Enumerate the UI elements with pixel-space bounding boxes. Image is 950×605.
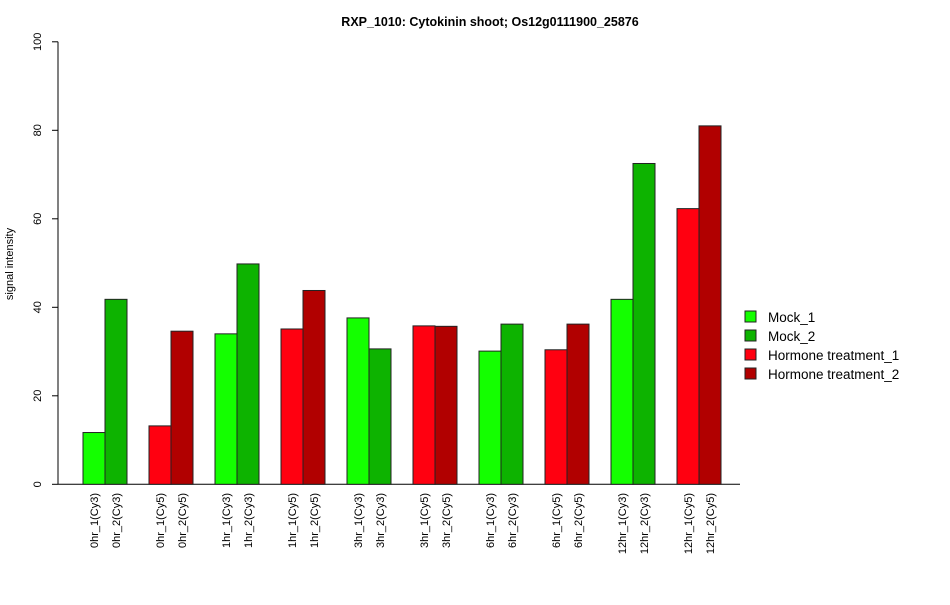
bar [346, 317, 370, 485]
x-tick-label: 3hr_1(Cy5) [419, 493, 431, 548]
bar [82, 432, 106, 485]
x-tick-label: 1hr_1(Cy5) [287, 493, 299, 548]
bar [632, 162, 656, 485]
bar [566, 323, 590, 485]
x-tick-label: 12hr_2(Cy5) [705, 493, 717, 554]
bar [544, 349, 568, 485]
bar [280, 328, 304, 485]
x-tick-label: 1hr_2(Cy5) [309, 493, 321, 548]
bar [236, 263, 260, 485]
y-tick-label: 100 [32, 33, 44, 51]
legend-label: Mock_2 [768, 329, 815, 344]
bar [104, 298, 128, 485]
bar [500, 323, 524, 485]
legend-swatch [744, 367, 757, 380]
legend-swatch [744, 310, 757, 323]
y-tick-label: 80 [32, 124, 44, 136]
x-tick-label: 0hr_2(Cy3) [111, 493, 123, 548]
x-tick-label: 3hr_1(Cy3) [353, 493, 365, 548]
y-tick-label: 0 [32, 481, 44, 487]
x-tick-label: 0hr_2(Cy5) [177, 493, 189, 548]
x-tick-label: 1hr_2(Cy3) [243, 493, 255, 548]
y-axis-label: signal intensity [4, 227, 16, 300]
legend-label: Hormone treatment_1 [768, 348, 899, 363]
bar [214, 333, 238, 485]
y-tick-label: 60 [32, 213, 44, 225]
plot-area: 0 20 40 60 80 100 0hr_1(Cy3) 0hr_2(Cy3) 0hr_1(Cy… [32, 33, 740, 554]
x-tick-label: 12hr_1(Cy5) [683, 493, 695, 554]
bar [412, 325, 436, 485]
x-tick-label: 1hr_1(Cy3) [221, 493, 233, 548]
bar [434, 325, 458, 485]
legend-swatch [744, 348, 757, 361]
bar [610, 298, 634, 485]
bar [368, 348, 392, 485]
x-tick-label: 0hr_1(Cy5) [155, 493, 167, 548]
x-tick-label: 0hr_1(Cy3) [89, 493, 101, 548]
legend-swatch [744, 329, 757, 342]
x-tick-label: 6hr_2(Cy3) [507, 493, 519, 548]
bar [148, 425, 172, 485]
legend-label: Mock_1 [768, 310, 815, 325]
chart-title: RXP_1010: Cytokinin shoot; Os12g0111900_… [341, 15, 638, 29]
legend-label: Hormone treatment_2 [768, 367, 899, 382]
bar [676, 208, 700, 485]
bar [302, 289, 326, 485]
x-tick-label: 3hr_2(Cy5) [441, 493, 453, 548]
bar [698, 125, 722, 485]
x-tick-label: 6hr_2(Cy5) [573, 493, 585, 548]
x-tick-label: 12hr_2(Cy3) [639, 493, 651, 554]
bar [170, 330, 194, 485]
y-tick-label: 20 [32, 390, 44, 402]
x-tick-label: 3hr_2(Cy3) [375, 493, 387, 548]
x-tick-label: 6hr_1(Cy5) [551, 493, 563, 548]
legend: Mock_1 Mock_2 Hormone treatment_1 Hormone t… [744, 310, 899, 382]
x-tick-label: 6hr_1(Cy3) [485, 493, 497, 548]
x-tick-label: 12hr_1(Cy3) [617, 493, 629, 554]
y-tick-label: 40 [32, 301, 44, 313]
bar [478, 350, 502, 485]
